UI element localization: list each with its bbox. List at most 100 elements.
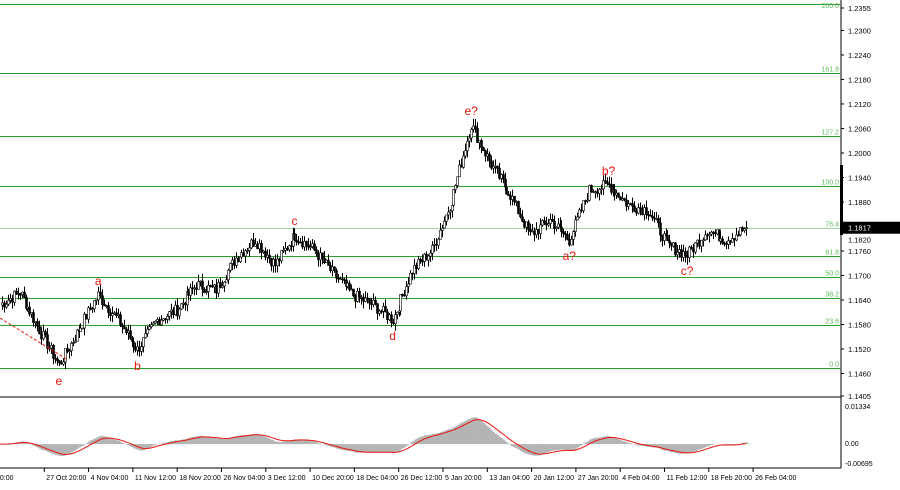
histogram-bar [149,444,151,447]
candle-body [467,141,469,151]
wave-label: e [56,374,63,388]
candle-body [701,241,703,246]
histogram-bar [581,444,583,445]
oscillator-tick-label: 0.01334 [845,404,870,411]
histogram-bar [483,423,485,444]
candle-body [196,288,198,290]
candle-body [336,270,338,278]
histogram-bar [505,441,507,444]
candle-body [53,345,55,358]
candle-body [151,325,153,327]
histogram-bar [379,444,381,452]
time-tick-label: 27 Jan 20:00 [578,475,619,482]
histogram-bar [114,440,116,444]
candle-body [391,315,393,323]
histogram-bar [283,442,285,445]
histogram-bar [51,444,53,453]
candle-body [179,309,181,316]
candle-body [591,185,593,191]
histogram-bar [560,444,562,450]
histogram-bar [249,435,251,445]
time-tick-label: 18 Feb 20:00 [711,475,752,482]
candle-body [222,286,224,288]
candle-body [206,292,208,293]
histogram-bar [577,444,579,447]
histogram-bar [622,441,624,444]
histogram-bar [662,444,664,450]
price-tick-label: 1.1460 [848,370,871,379]
histogram-bar [141,444,143,450]
histogram-bar [161,443,163,444]
histogram-bar [628,443,630,444]
histogram-bar [346,444,348,451]
candle-body [577,217,579,220]
candle-body [39,326,41,334]
histogram-bar [616,439,618,444]
histogram-bar [532,444,534,455]
price-tick-label: 1.2180 [848,75,871,84]
histogram-bar [585,442,587,444]
candle-body [73,342,75,343]
time-tick-label: 20 Jan 12:00 [534,475,575,482]
histogram-bar [565,444,567,450]
histogram-bar [153,444,155,445]
price-tick-label: 1.1520 [848,345,871,354]
price-tick-label: 1.1760 [848,247,871,256]
price-tick-label: 1.1940 [848,173,871,182]
candle-body [218,283,220,294]
histogram-bar [689,444,691,453]
candle-body [561,227,563,232]
histogram-bar [428,435,430,444]
candle-body [161,320,163,325]
time-tick-label: 3 Dec 12:00 [268,475,306,482]
price-scale-marker [840,165,843,235]
candle-body [540,225,542,234]
time-tick-label: 27 Oct 20:00 [46,475,86,482]
histogram-bar [216,439,218,445]
candle-body [4,303,6,307]
histogram-bar [630,443,632,444]
histogram-bar [699,444,701,449]
histogram-bar [67,444,69,454]
histogram-bar [377,444,379,452]
histogram-bar [77,444,79,449]
histogram-bar [247,435,249,444]
candle-body [104,305,106,306]
histogram-bar [118,441,120,444]
histogram-bar [410,442,412,444]
candle-body [45,331,47,334]
histogram-bar [218,439,220,445]
fib-level-label: 23.6 [825,319,839,326]
wave-label: a [95,274,102,288]
time-tick-label: 13 Jan 04:00 [489,475,530,482]
histogram-bar [375,444,377,452]
time-tick-label: 20:00 [0,475,14,482]
candle-body [82,328,84,329]
candle-body [685,251,687,255]
candle-body [306,241,308,244]
histogram-bar [707,444,709,446]
time-tick-label: 10 Dec 20:00 [312,475,354,482]
candle-body [463,156,465,167]
candle-body [660,223,662,235]
histogram-bar [424,435,426,444]
histogram-bar [636,444,638,445]
candle-body [153,323,155,325]
histogram-bar [569,444,571,451]
histogram-bar [49,444,51,453]
histogram-bar [685,444,687,453]
histogram-bar [126,444,128,445]
histogram-bar [571,444,573,451]
histogram-bar [620,440,622,444]
time-tick-label: 5 Jan 20:00 [445,475,482,482]
candle-body [212,286,214,287]
candle-body [658,218,660,223]
histogram-bar [575,444,577,449]
histogram-bar [563,444,565,450]
candle-body [746,228,748,229]
candle-body [177,305,179,316]
histogram-bar [613,437,615,444]
histogram-bar [271,440,273,444]
histogram-bar [253,434,255,444]
